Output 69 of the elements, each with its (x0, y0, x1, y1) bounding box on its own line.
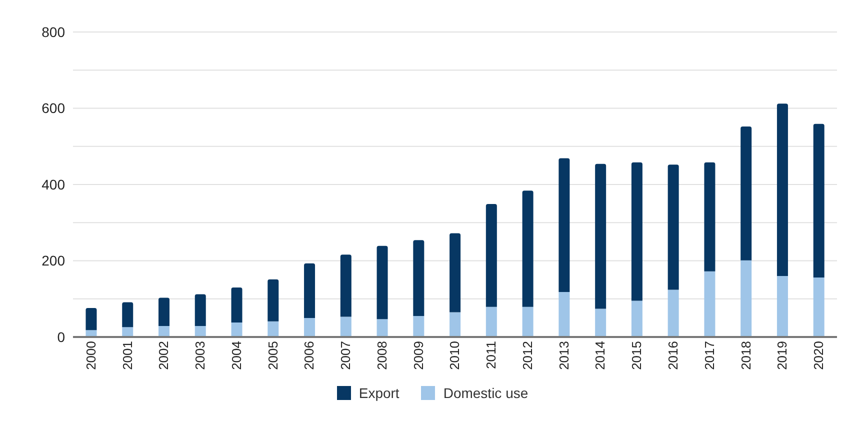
x-tick-label: 2019 (774, 341, 790, 370)
x-tick-label: 2018 (738, 341, 754, 370)
bar (631, 162, 642, 301)
bar (776, 104, 788, 276)
bar (231, 287, 242, 323)
bar (340, 254, 352, 317)
bar (450, 312, 461, 337)
x-tick-label: 2006 (302, 341, 317, 370)
x-tick-label: 2003 (192, 341, 208, 370)
bar (740, 126, 752, 260)
bar (558, 292, 570, 337)
y-tick-label: 800 (42, 24, 66, 40)
x-tick-label: 2005 (265, 341, 280, 370)
legend-label: Domestic use (442, 385, 528, 401)
bar (194, 294, 206, 326)
bar (376, 246, 388, 320)
bar (304, 318, 316, 337)
bar (86, 308, 97, 330)
bar (704, 271, 716, 337)
bar (194, 326, 206, 337)
x-tick-label: 2020 (811, 341, 826, 370)
bar (158, 298, 170, 326)
x-tick-label: 2016 (666, 341, 681, 370)
x-tick-label: 2010 (447, 341, 462, 370)
bar (704, 162, 716, 272)
y-tick-label: 0 (57, 328, 66, 345)
bar (340, 316, 352, 337)
bar (740, 260, 752, 337)
x-tick-label: 2004 (228, 341, 244, 370)
bar (486, 306, 497, 337)
x-tick-label: 2002 (156, 341, 172, 370)
bar (376, 319, 388, 337)
bar (122, 302, 134, 328)
x-tick-label: 2013 (556, 341, 572, 370)
bar (158, 326, 170, 337)
legend-label: Export (358, 385, 400, 401)
bar (813, 124, 824, 278)
x-tick-label: 2007 (338, 341, 354, 370)
bar (668, 164, 679, 290)
x-tick-label: 2011 (484, 341, 499, 369)
bar (122, 327, 134, 337)
x-tick-label: 2014 (592, 341, 608, 370)
bar (595, 308, 606, 337)
bar (413, 240, 424, 316)
bar (776, 276, 788, 337)
bar (486, 204, 497, 307)
bar (268, 321, 279, 337)
x-tick-label: 2009 (410, 341, 426, 370)
bar (631, 300, 642, 337)
bar (304, 263, 316, 318)
y-tick-label: 600 (42, 100, 66, 116)
bar (231, 322, 242, 337)
bar (813, 278, 824, 337)
bar (413, 316, 424, 337)
x-tick-label: 2000 (83, 341, 98, 370)
x-tick-label: 2008 (374, 341, 390, 370)
bar (595, 164, 606, 309)
y-tick-label: 200 (42, 252, 66, 269)
y-tick-label: 400 (42, 176, 66, 192)
x-tick-label: 2001 (120, 341, 135, 370)
bar (668, 290, 679, 337)
x-tick-label: 2012 (520, 341, 535, 370)
x-tick-label: 2017 (702, 341, 717, 370)
bar (268, 279, 279, 322)
bar (522, 306, 534, 337)
bar (558, 158, 570, 292)
bar (522, 190, 534, 307)
x-tick-label: 2015 (629, 341, 644, 370)
bar (450, 233, 461, 312)
